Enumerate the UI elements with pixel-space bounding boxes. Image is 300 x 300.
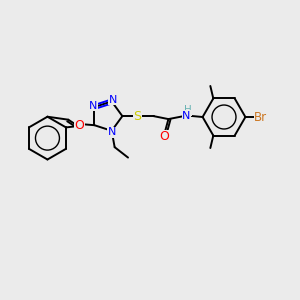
Text: O: O — [74, 119, 84, 132]
Text: N: N — [89, 100, 97, 110]
Text: N: N — [182, 110, 191, 121]
Text: Br: Br — [254, 110, 267, 124]
Text: N: N — [109, 95, 117, 105]
Text: N: N — [107, 127, 116, 137]
Text: H: H — [184, 105, 191, 115]
Text: O: O — [159, 130, 169, 143]
Text: S: S — [133, 110, 141, 123]
